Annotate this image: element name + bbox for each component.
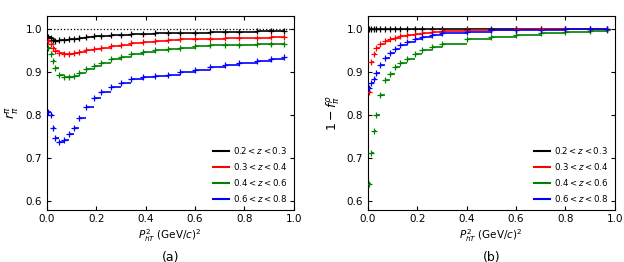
Y-axis label: $1-f_{\pi}^{\rho}$: $1-f_{\pi}^{\rho}$: [324, 95, 342, 131]
X-axis label: $P_{hT}^{2}$ (GeV/$c$)$^{2}$: $P_{hT}^{2}$ (GeV/$c$)$^{2}$: [459, 227, 523, 244]
Text: (a): (a): [162, 251, 179, 262]
Legend: $0.2 < z < 0.3$, $0.3 < z < 0.4$, $0.4 < z < 0.6$, $0.6 <  z < 0.8$: $0.2 < z < 0.3$, $0.3 < z < 0.4$, $0.4 <…: [532, 144, 610, 205]
X-axis label: $P_{hT}^{2}$ (GeV/$c$)$^{2}$: $P_{hT}^{2}$ (GeV/$c$)$^{2}$: [139, 227, 202, 244]
Legend: $0.2 < z < 0.3$, $0.3 < z < 0.4$, $0.4 < z < 0.6$, $0.6 <  z < 0.8$: $0.2 < z < 0.3$, $0.3 < z < 0.4$, $0.4 <…: [212, 144, 290, 205]
Y-axis label: $r_{\pi}^{\pi}$: $r_{\pi}^{\pi}$: [4, 106, 21, 119]
Text: (b): (b): [482, 251, 500, 262]
